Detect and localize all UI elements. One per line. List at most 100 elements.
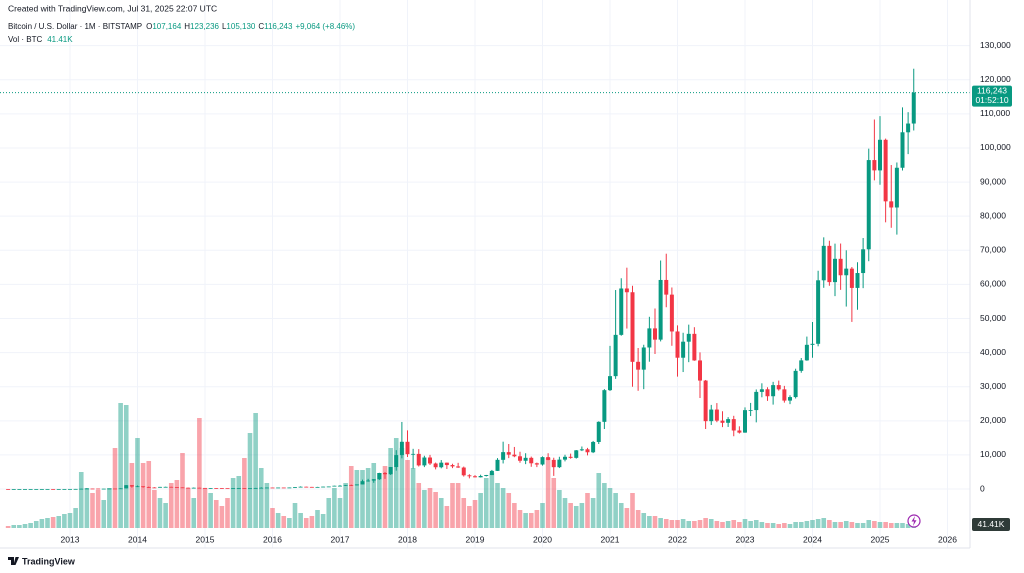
candle-body <box>422 457 427 466</box>
candle-body <box>383 473 387 475</box>
y-tick-label: 110,000 <box>980 108 1010 118</box>
candle-body <box>304 486 309 488</box>
volume-bar <box>787 524 793 528</box>
y-tick-label: 100,000 <box>980 142 1011 152</box>
candle-body <box>534 463 539 465</box>
candle-body <box>799 360 804 371</box>
candle-body <box>523 457 528 461</box>
y-tick-label: 80,000 <box>980 210 1006 220</box>
candle-body <box>236 488 241 489</box>
candle-body <box>878 139 882 171</box>
candle-body <box>653 328 657 340</box>
volume-bar <box>298 513 303 528</box>
candle-body <box>433 463 438 468</box>
candle-body <box>692 333 697 361</box>
volume-bar <box>675 520 680 528</box>
volume-bar <box>450 483 455 528</box>
alert-icon[interactable] <box>907 514 921 528</box>
volume-bar <box>163 503 168 528</box>
candle-body <box>911 92 916 124</box>
candle-body <box>416 453 421 466</box>
volume-bar <box>95 490 101 528</box>
volume-value: 41.41K <box>47 35 73 44</box>
candle-body <box>118 488 123 490</box>
candle-body <box>309 486 314 488</box>
candle-body <box>698 360 702 381</box>
volume-bar <box>33 521 39 528</box>
volume-bar <box>821 518 827 528</box>
candle-body <box>686 333 691 342</box>
volume-bar <box>680 519 686 528</box>
candle-body <box>84 488 89 490</box>
candle-body <box>276 487 281 489</box>
volume-bar <box>669 520 675 528</box>
candle-body <box>146 487 151 488</box>
volume-bar <box>270 508 275 528</box>
candle-body <box>608 376 612 391</box>
candle-body <box>56 488 61 490</box>
candle-body <box>388 467 393 475</box>
volume-bar <box>168 483 174 528</box>
candle-body <box>411 453 416 455</box>
volume-bar <box>5 526 11 528</box>
candle-body <box>11 489 16 490</box>
volume-bar <box>590 498 596 528</box>
candle-body <box>203 487 207 489</box>
symbol: Bitcoin / U.S. Dollar · 1M · BITSTAMP <box>8 22 142 31</box>
volume-bar <box>708 519 714 528</box>
volume-bar <box>692 521 697 528</box>
y-tick-label: 30,000 <box>980 381 1006 391</box>
volume-bar <box>804 521 810 528</box>
y-tick-label: 70,000 <box>980 245 1006 255</box>
volume-bar <box>129 463 135 528</box>
volume-bar <box>686 521 692 528</box>
candle-body <box>6 489 11 490</box>
candle-body <box>332 485 337 487</box>
candle-body <box>259 487 264 489</box>
candle-body <box>664 279 669 295</box>
last-price-box <box>972 85 1012 107</box>
candle-body <box>636 361 641 370</box>
y-tick-label: 120,000 <box>980 74 1011 84</box>
axes: 0 10,000 20,000 30,000 40,000 50,000 60,000 70,… <box>61 40 1012 544</box>
volume-bar <box>191 498 197 528</box>
volume-bar <box>838 522 843 528</box>
volume-bar <box>658 518 663 528</box>
candle-body <box>765 389 770 397</box>
volume-bar <box>849 522 855 528</box>
y-tick-label: 130,000 <box>980 40 1011 50</box>
volume-bar <box>877 522 883 528</box>
volume-bar <box>748 521 753 528</box>
volume-bar <box>67 513 73 528</box>
volume-bar <box>737 522 742 528</box>
x-tick-label: 2016 <box>263 534 282 544</box>
volume-bar <box>422 490 427 528</box>
candle-body <box>624 288 629 293</box>
volume-bar <box>810 520 815 528</box>
volume-bar <box>618 503 624 528</box>
volume-bar <box>39 519 45 528</box>
candle-body <box>253 487 258 489</box>
candle-body <box>596 421 601 442</box>
candle-body <box>79 488 84 490</box>
volume-bar <box>551 478 557 528</box>
volume-bar <box>483 478 489 528</box>
volume-bar <box>512 503 517 528</box>
candle-body <box>231 488 236 489</box>
volume-bar <box>624 508 630 528</box>
volume-bar <box>84 488 90 528</box>
candle-body <box>34 488 39 490</box>
candle-body <box>28 489 33 490</box>
candle-body <box>73 488 78 490</box>
y-tick-label: 90,000 <box>980 176 1006 186</box>
candle-body <box>219 488 224 489</box>
volume-bar <box>489 473 495 528</box>
volume-bar <box>242 458 247 528</box>
volume-bar <box>118 403 123 528</box>
volume-axis-label: 41.41K <box>978 519 1005 529</box>
candle-body <box>281 487 286 489</box>
volume-bar <box>28 523 33 528</box>
ohlc-value: 123,236 <box>190 22 219 31</box>
volume-bar <box>112 448 118 528</box>
volume-bar <box>798 522 804 528</box>
